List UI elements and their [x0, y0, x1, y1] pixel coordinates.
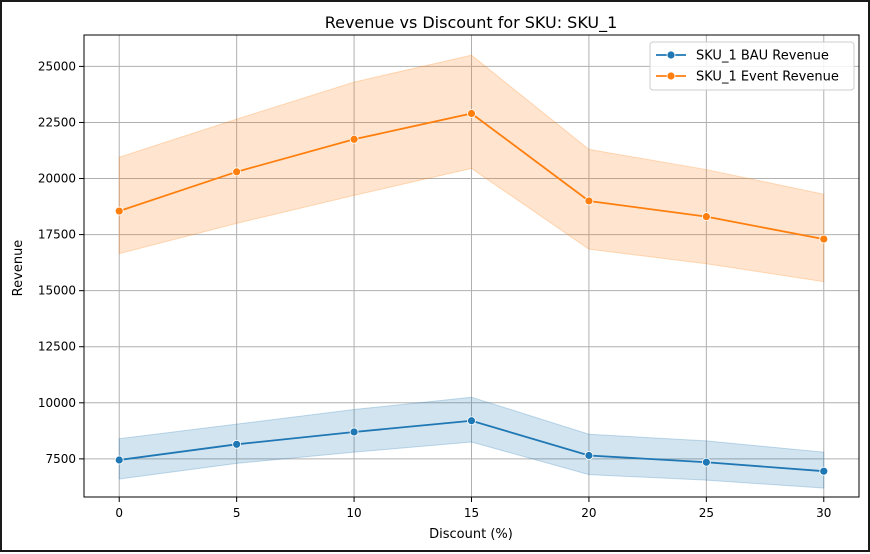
- data-point-event: [114, 206, 124, 216]
- x-tick-label: 5: [233, 506, 241, 520]
- confidence-bands: [118, 54, 825, 489]
- y-ticks: 7500 10000 12500 15000 17500 20000 22500 25000: [38, 59, 84, 466]
- y-tick-label: 17500: [38, 228, 76, 242]
- grid: [84, 35, 859, 497]
- x-axis-label: Discount (%): [429, 527, 513, 542]
- data-point-bau: [349, 427, 359, 437]
- x-tick-label: 30: [816, 506, 831, 520]
- data-point-bau: [819, 466, 829, 476]
- x-tick-label: 10: [346, 506, 361, 520]
- confidence-band-bau: [118, 396, 825, 489]
- y-tick-label: 12500: [38, 340, 76, 354]
- y-tick-label: 22500: [38, 115, 76, 129]
- confidence-band-event: [118, 54, 825, 283]
- x-tick-label: 0: [115, 506, 123, 520]
- y-tick-label: 20000: [38, 172, 76, 186]
- data-point-bau: [701, 457, 711, 467]
- legend-swatch-marker-bau: [666, 50, 676, 60]
- y-tick-label: 25000: [38, 59, 76, 73]
- data-point-event: [349, 134, 359, 144]
- y-tick-label: 7500: [45, 452, 76, 466]
- x-tick-label: 15: [464, 506, 479, 520]
- legend-label-event: SKU_1 Event Revenue: [696, 70, 839, 85]
- data-point-bau: [232, 439, 242, 449]
- x-tick-label: 25: [699, 506, 714, 520]
- legend-box: [649, 41, 855, 91]
- y-tick-label: 15000: [38, 284, 76, 298]
- x-tick-label: 20: [581, 506, 596, 520]
- legend: SKU_1 BAU Revenue SKU_1 Event Revenue: [649, 41, 855, 91]
- data-point-event: [467, 109, 476, 118]
- y-tick-label: 10000: [38, 396, 76, 410]
- data-point-bau: [467, 416, 476, 426]
- legend-swatch-marker-event: [666, 71, 676, 81]
- y-axis-label: Revenue: [11, 240, 26, 297]
- data-point-bau: [114, 455, 124, 465]
- data-point-event: [819, 234, 829, 244]
- data-point-bau: [584, 451, 594, 460]
- data-point-event: [584, 196, 594, 206]
- data-point-event: [701, 212, 711, 222]
- legend-label-bau: SKU_1 BAU Revenue: [696, 49, 829, 64]
- series-markers: [114, 109, 829, 476]
- chart-title: Revenue vs Discount for SKU: SKU_1: [325, 13, 618, 33]
- data-point-event: [232, 167, 242, 177]
- x-ticks: 0 5 10 15 20 25 30: [115, 497, 831, 520]
